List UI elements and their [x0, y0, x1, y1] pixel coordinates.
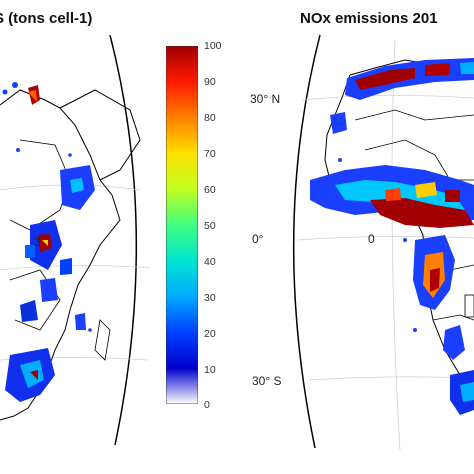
lat-label-30n: 30° N — [250, 92, 281, 106]
colorbar-tick-30: 30 — [204, 292, 216, 304]
left-lat-fragment-label: 3 — [34, 235, 41, 249]
colorbar-tick-100: 100 — [204, 40, 222, 52]
colorbar — [166, 46, 198, 404]
colorbar-tick-70: 70 — [204, 148, 216, 160]
colorbar-tick-80: 80 — [204, 112, 216, 124]
colorbar-tick-0: 0 — [204, 399, 210, 411]
colorbar-tick-10: 10 — [204, 364, 216, 376]
lat-label-0-left: 0° — [252, 232, 264, 246]
colorbar-tick-90: 90 — [204, 76, 216, 88]
colorbar-tick-40: 40 — [204, 256, 216, 268]
colorbar-tick-20: 20 — [204, 328, 216, 340]
colorbar-tick-60: 60 — [204, 184, 216, 196]
right-map-globe-edge — [292, 34, 321, 449]
left-map-title: S (tons cell-1) — [0, 10, 93, 27]
right-map-title: NOx emissions 201 — [300, 10, 438, 27]
right-emission-map — [292, 34, 474, 450]
colorbar-tick-50: 50 — [204, 220, 216, 232]
lat-label-0-right: 0 — [368, 232, 375, 246]
left-map-globe-edge — [109, 34, 138, 446]
left-emission-map — [0, 34, 151, 446]
lat-label-30s: 30° S — [252, 374, 282, 388]
